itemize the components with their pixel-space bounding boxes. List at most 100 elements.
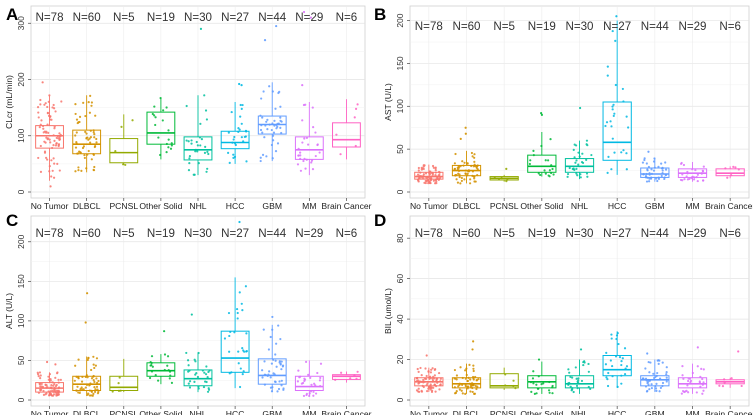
data-point: [186, 359, 190, 362]
outlier-point: [578, 106, 582, 110]
data-point: [665, 373, 668, 376]
data-point: [200, 138, 204, 141]
data-point: [233, 135, 236, 139]
data-point: [316, 143, 319, 146]
data-point: [241, 347, 244, 350]
x-tick-label: DLBCL: [453, 409, 481, 415]
data-point: [305, 158, 308, 161]
data-point: [271, 386, 274, 389]
outlier-point: [240, 84, 243, 87]
data-point: [655, 177, 658, 180]
data-point: [465, 367, 468, 370]
data-point: [685, 175, 688, 178]
data-point: [423, 181, 426, 184]
data-point: [228, 161, 231, 165]
data-point: [431, 379, 435, 382]
data-point: [644, 385, 648, 388]
data-point: [124, 163, 127, 167]
data-point: [83, 156, 86, 160]
data-point: [131, 119, 134, 122]
data-point: [261, 376, 264, 379]
data-point: [339, 153, 342, 156]
data-point: [467, 170, 470, 173]
data-point: [93, 385, 96, 389]
data-point: [473, 180, 476, 183]
data-point: [280, 360, 283, 363]
data-point: [235, 307, 239, 311]
data-point: [37, 116, 40, 119]
data-point: [89, 382, 92, 385]
data-point: [683, 177, 686, 181]
data-point: [610, 333, 613, 336]
data-point: [470, 151, 474, 155]
data-point: [568, 371, 571, 374]
data-point: [194, 148, 198, 151]
box-dlbcl: [72, 292, 102, 397]
data-point: [454, 174, 457, 177]
data-point: [170, 144, 173, 147]
data-point: [623, 372, 627, 376]
data-point: [39, 385, 42, 388]
data-point: [227, 311, 231, 315]
y-tick-label: 60: [395, 274, 405, 284]
data-point: [52, 103, 55, 107]
n-label: N=78: [36, 227, 64, 240]
data-point: [615, 337, 618, 341]
data-point: [436, 176, 439, 180]
box-nhl: [183, 27, 213, 176]
data-point: [56, 134, 59, 138]
data-point: [658, 359, 661, 362]
data-point: [438, 173, 441, 177]
data-point: [455, 178, 458, 181]
box-hcc: [602, 331, 632, 388]
box-pcnsl: [489, 367, 519, 390]
data-point: [95, 137, 98, 141]
data-point: [537, 375, 540, 378]
data-point: [238, 385, 242, 389]
data-point: [354, 107, 358, 110]
data-point: [428, 180, 431, 183]
data-point: [266, 128, 269, 131]
x-tick-label: No Tumor: [31, 409, 69, 415]
data-point: [38, 371, 42, 374]
data-point: [582, 363, 585, 367]
data-point: [56, 162, 59, 165]
data-point: [574, 161, 577, 164]
y-tick-label: 150: [395, 56, 405, 70]
y-axis-label: ALT (U/L): [4, 293, 14, 329]
n-label: N=30: [565, 227, 593, 240]
data-point: [165, 142, 168, 146]
data-point: [279, 119, 282, 122]
data-point: [242, 370, 245, 373]
data-point: [454, 391, 458, 395]
data-point: [585, 172, 589, 175]
outlier-point: [163, 330, 166, 333]
n-label: N=60: [452, 227, 480, 240]
data-point: [153, 105, 156, 108]
y-tick-label: 200: [16, 234, 26, 248]
box-brain-cancer: [715, 165, 745, 179]
data-point: [75, 375, 78, 378]
y-axis-label: AST (U/L): [383, 83, 393, 121]
data-point: [262, 328, 265, 331]
iqr-box: [602, 101, 632, 161]
y-tick-label: 100: [16, 128, 26, 142]
data-point: [504, 384, 507, 387]
data-point: [583, 361, 586, 364]
data-point: [473, 156, 476, 159]
data-point: [154, 373, 157, 377]
data-point: [148, 376, 152, 380]
data-point: [605, 351, 608, 354]
data-point: [296, 380, 299, 383]
data-point: [46, 123, 49, 126]
data-point: [656, 179, 659, 183]
data-point: [429, 383, 432, 386]
data-point: [340, 371, 343, 374]
data-point: [464, 172, 467, 176]
data-point: [686, 178, 690, 181]
outlier-point: [471, 348, 474, 351]
data-point: [469, 378, 472, 381]
data-point: [205, 118, 209, 121]
n-label: N=6: [719, 227, 741, 240]
data-point: [469, 178, 472, 181]
